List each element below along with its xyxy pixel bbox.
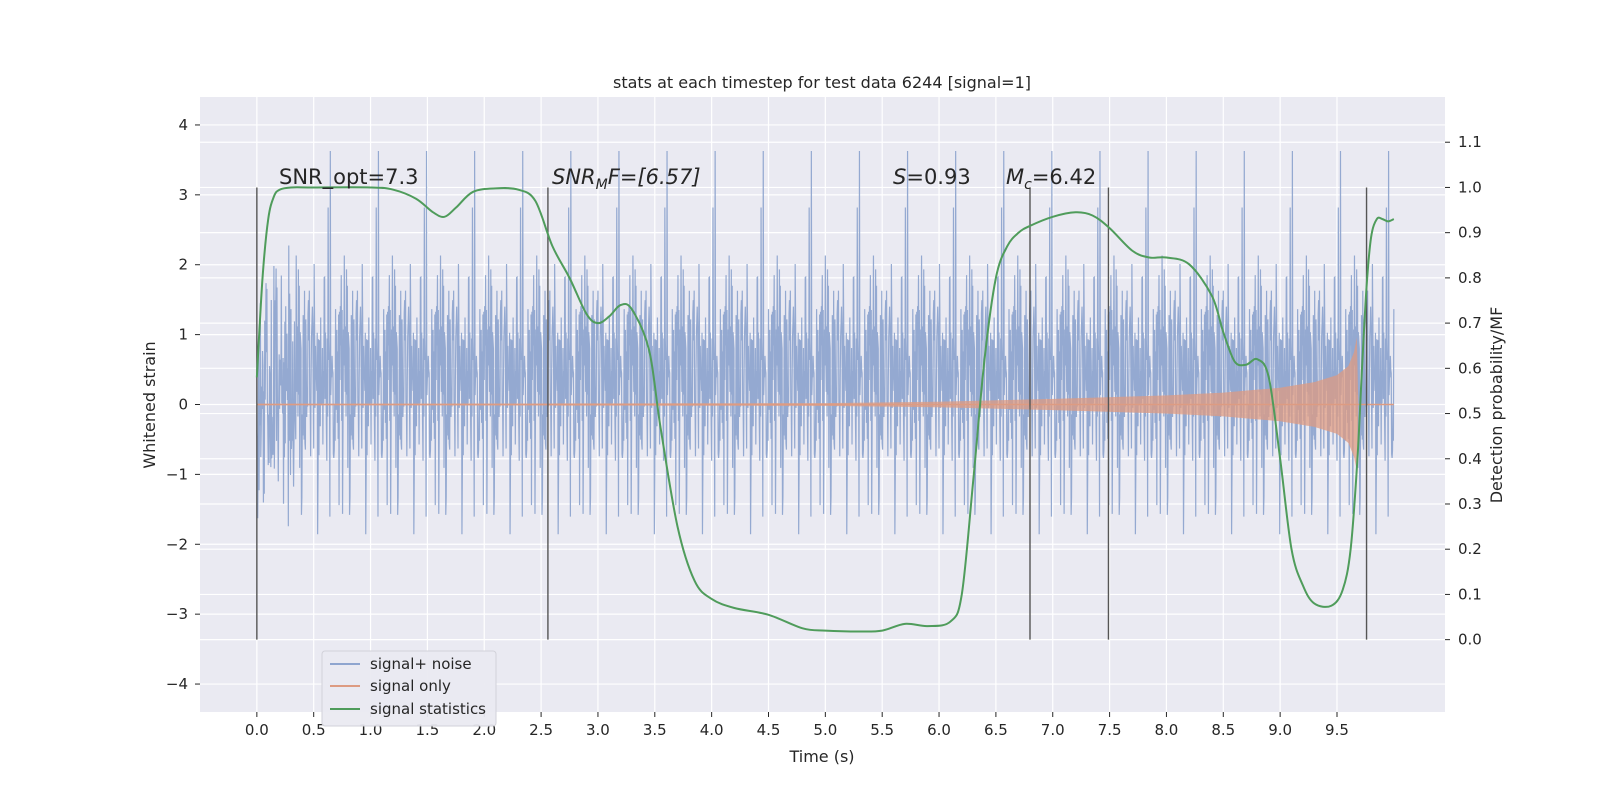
annotation-snr-mf-main: SNR — [552, 165, 596, 189]
y2-axis-label: Detection probability/MF — [1487, 307, 1506, 504]
y-axis-label: Whitened strain — [140, 341, 159, 468]
x-tick-label-6: 3.0 — [586, 721, 610, 739]
y2-tick-label-10: 0.1 — [1458, 585, 1482, 603]
x-tick-label-14: 7.0 — [1041, 721, 1065, 739]
y-tick-label-5: −1 — [166, 465, 188, 483]
vertical-markers — [256, 187, 1368, 640]
x-tick-label-18: 9.0 — [1268, 721, 1292, 739]
signal-statistics-line — [255, 186, 1395, 633]
x-tick-label-10: 5.0 — [813, 721, 837, 739]
annotation-snr-mf-rest: F=[6.57] — [608, 165, 701, 189]
y2-tick-label-2: 0.9 — [1458, 224, 1482, 242]
annotation-snr-mf-sub: M — [596, 177, 608, 193]
annotation-mc-rest: =6.42 — [1032, 165, 1096, 189]
y-tick-label-0: 4 — [178, 116, 188, 134]
y-tick-label-3: 1 — [178, 326, 188, 344]
legend-box — [321, 650, 497, 727]
y-tick-label-8: −4 — [166, 675, 188, 693]
annotation-snr-opt: SNR_opt=7.3 — [279, 165, 419, 190]
annotation-mc-main: M — [1006, 165, 1024, 189]
y2-tick-label-9: 0.2 — [1458, 540, 1482, 558]
y-axis-ticks: 4 3 2 1 0 −1 −2 −3 −4 — [166, 116, 200, 693]
y2-tick-label-7: 0.4 — [1458, 450, 1482, 468]
x-tick-label-0: 0.0 — [245, 721, 269, 739]
x-tick-label-12: 6.0 — [927, 721, 951, 739]
signal-only-series — [256, 337, 1394, 472]
signal-statistics-series — [255, 186, 1395, 633]
annotation-s: S=0.93 — [893, 165, 971, 189]
y2-tick-label-3: 0.8 — [1458, 269, 1482, 287]
y2-tick-label-1: 1.0 — [1458, 178, 1482, 196]
y2-tick-label-11: 0.0 — [1458, 631, 1482, 649]
annotation-mc: Mc=6.42 — [1006, 165, 1096, 193]
y2-tick-label-6: 0.5 — [1458, 405, 1482, 423]
legend-label-signal-only: signal only — [370, 677, 451, 695]
y2-tick-label-0: 1.1 — [1458, 133, 1482, 151]
x-tick-label-13: 6.5 — [984, 721, 1008, 739]
signal-noise-series — [256, 150, 1395, 535]
annotation-s-rest: =0.93 — [906, 165, 970, 189]
x-tick-label-11: 5.5 — [870, 721, 894, 739]
signal-noise-line — [256, 150, 1395, 535]
legend-label-signal-noise: signal+ noise — [370, 655, 472, 673]
x-tick-label-15: 7.5 — [1098, 721, 1122, 739]
annotation-mc-sub: c — [1024, 177, 1032, 193]
y2-tick-label-8: 0.3 — [1458, 495, 1482, 513]
y2-tick-label-4: 0.7 — [1458, 314, 1482, 332]
legend: signal+ noise signal only signal statist… — [321, 650, 497, 727]
x-tick-label-16: 8.0 — [1155, 721, 1179, 739]
x-axis-ticks: 0.0 0.5 1.0 1.5 2.0 2.5 3.0 3.5 4.0 4.5 5.0 5.5 6.0 6… — [245, 712, 1349, 739]
y2-tick-label-5: 0.6 — [1458, 359, 1482, 377]
x-tick-label-7: 3.5 — [643, 721, 667, 739]
y-tick-label-4: 0 — [178, 396, 188, 414]
x-tick-label-5: 2.5 — [529, 721, 553, 739]
y2-axis-ticks: 1.1 1.0 0.9 0.8 0.7 0.6 0.5 0.4 0.3 0.2 0.1 0.0 — [1445, 133, 1482, 649]
x-tick-label-9: 4.5 — [757, 721, 781, 739]
x-tick-label-1: 0.5 — [302, 721, 326, 739]
annotation-snr-mf: SNRMF=[6.57] — [552, 165, 701, 193]
x-tick-label-19: 9.5 — [1325, 721, 1349, 739]
x-tick-label-17: 8.5 — [1211, 721, 1235, 739]
x-tick-label-8: 4.0 — [700, 721, 724, 739]
legend-label-signal-statistics: signal statistics — [370, 700, 486, 718]
chart-title: stats at each timestep for test data 624… — [613, 73, 1031, 92]
x-axis-label: Time (s) — [788, 747, 854, 766]
y-tick-label-7: −3 — [166, 605, 188, 623]
y-tick-label-2: 2 — [178, 256, 188, 274]
y-tick-label-1: 3 — [178, 186, 188, 204]
y-tick-label-6: −2 — [166, 535, 188, 553]
annotation-s-main: S — [893, 165, 906, 189]
